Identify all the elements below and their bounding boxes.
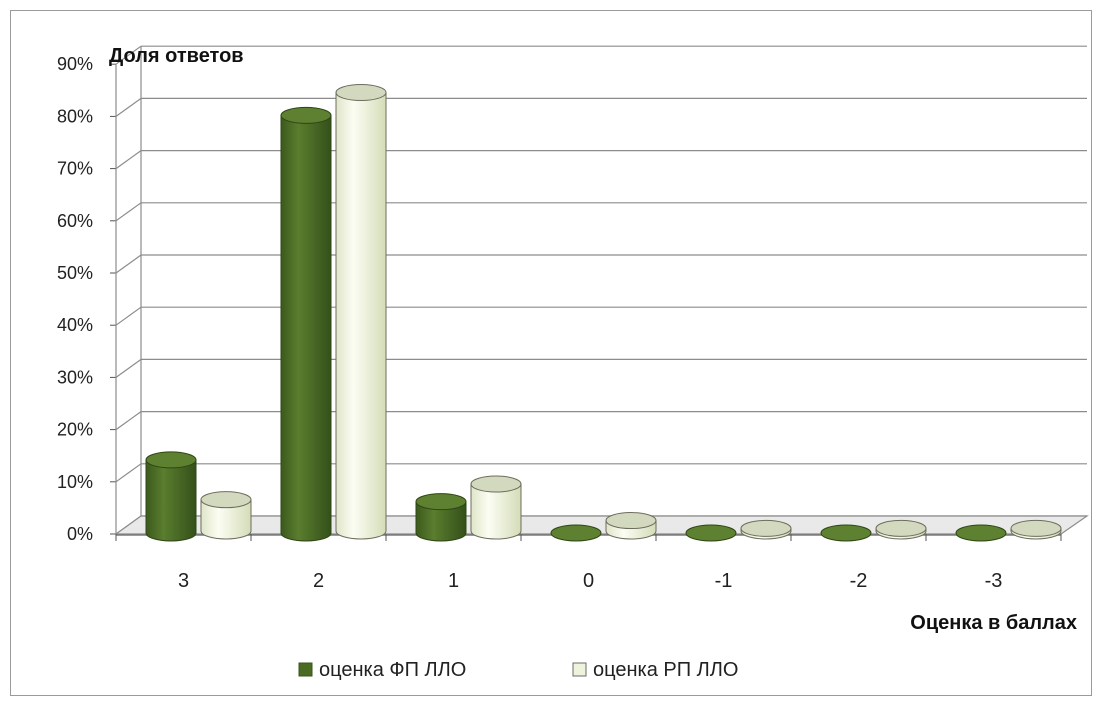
- x-tick-label: 0: [583, 570, 594, 592]
- bar-body: [415, 501, 467, 542]
- bar: [955, 524, 1007, 542]
- bar: [200, 491, 252, 540]
- bar-top: [200, 491, 252, 509]
- legend-swatch-rp-llo: [572, 662, 587, 677]
- gridline-side: [115, 45, 142, 65]
- x-tick-label: 2: [313, 570, 324, 592]
- bar-top: [1010, 519, 1062, 537]
- bar: [605, 512, 657, 540]
- x-axis-title: Оценка в баллах: [910, 612, 1077, 634]
- y-tick-label: 10%: [57, 472, 93, 492]
- bar-body: [145, 459, 197, 542]
- y-tick-label: 0%: [67, 524, 93, 544]
- x-tick-label: -3: [985, 570, 1003, 592]
- legend-label-rp-llo: оценка РП ЛЛО: [593, 659, 738, 681]
- y-axis-title: Доля ответов: [109, 45, 244, 67]
- bar-top: [955, 524, 1007, 542]
- bar-top: [740, 519, 792, 537]
- bar-body: [470, 483, 522, 540]
- bar-top: [470, 475, 522, 493]
- x-tick-label: -2: [850, 570, 868, 592]
- legend-label-fp-llo: оценка ФП ЛЛО: [319, 659, 466, 681]
- bar-body: [335, 92, 387, 540]
- gridline-side: [115, 306, 142, 326]
- bar-top: [875, 519, 927, 537]
- y-tick-label: 90%: [57, 54, 93, 74]
- bar: [685, 524, 737, 542]
- y-tick-label: 80%: [57, 106, 93, 126]
- gridline-side: [115, 97, 142, 117]
- bar-top: [280, 106, 332, 124]
- y-tick-label: 60%: [57, 211, 93, 231]
- bar: [740, 519, 792, 540]
- x-tick-label: 3: [178, 570, 189, 592]
- bars: [145, 84, 1062, 542]
- bar: [280, 106, 332, 542]
- bar: [550, 524, 602, 542]
- bar-top: [685, 524, 737, 542]
- bar: [145, 451, 197, 542]
- bar-top: [550, 524, 602, 542]
- gridline-side: [115, 358, 142, 378]
- x-tick-label: -1: [715, 570, 733, 592]
- bar-body: [280, 114, 332, 542]
- gridlines: [115, 45, 1087, 535]
- gridline-side: [115, 411, 142, 431]
- bar-top: [820, 524, 872, 542]
- bar: [415, 493, 467, 542]
- y-tick-label: 50%: [57, 263, 93, 283]
- x-tick-label: 1: [448, 570, 459, 592]
- y-tick-label: 30%: [57, 367, 93, 387]
- gridline-side: [115, 150, 142, 170]
- floor: [114, 515, 1089, 535]
- gridline-side: [115, 463, 142, 483]
- bar: [335, 84, 387, 540]
- bar: [1010, 519, 1062, 540]
- y-tick-label: 40%: [57, 315, 93, 335]
- gridline-side: [115, 254, 142, 274]
- axes: [110, 46, 1089, 541]
- y-tick-label: 70%: [57, 159, 93, 179]
- bar-top: [335, 84, 387, 102]
- bar: [820, 524, 872, 542]
- bar: [470, 475, 522, 540]
- tick-labels: 0% 10% 20% 30% 40% 50% 60% 70% 80% 90% 3 2 1 0 -1 -2 -3: [57, 54, 1002, 592]
- bar-top: [605, 512, 657, 530]
- legend-swatch-fp-llo: [298, 662, 313, 677]
- gridline-side: [115, 202, 142, 222]
- bar-top: [415, 493, 467, 511]
- bar-body: [200, 499, 252, 540]
- legend: оценка ФП ЛЛО оценка РП ЛЛО: [298, 659, 738, 681]
- chart-frame: 0% 10% 20% 30% 40% 50% 60% 70% 80% 90% 3 2 1 0 -1 -2 -3 …: [10, 10, 1092, 696]
- bar: [875, 519, 927, 540]
- y-tick-label: 20%: [57, 420, 93, 440]
- bar-top: [145, 451, 197, 469]
- bar-chart: 0%10%20%30%40%50%60%70%80%90%3 2 1 0 -1 -2 -3 …: [57, 45, 1089, 681]
